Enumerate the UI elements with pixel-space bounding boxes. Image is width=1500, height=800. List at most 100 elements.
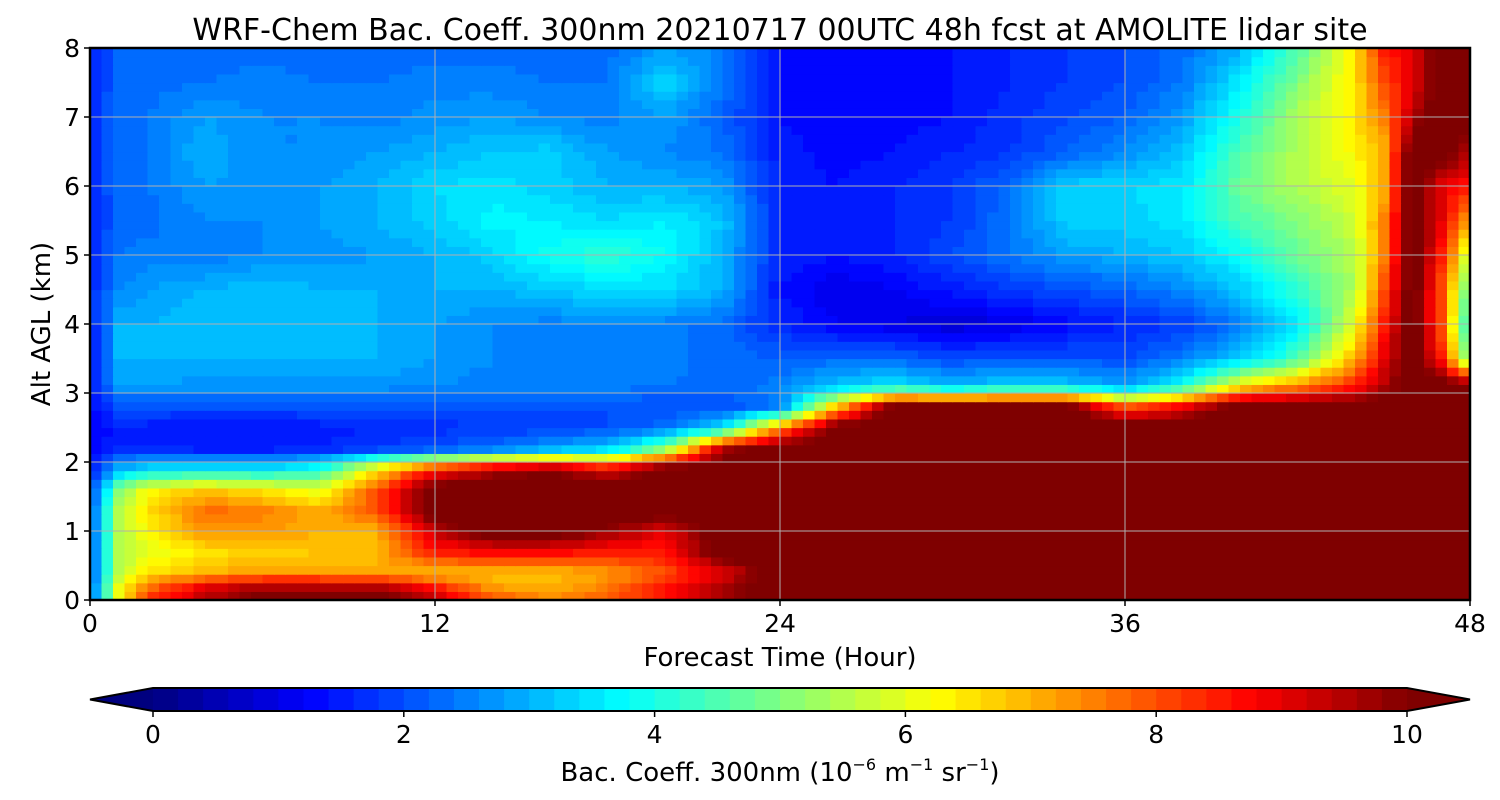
heatmap-cell: [343, 487, 356, 498]
heatmap-cell: [1125, 306, 1138, 316]
heatmap-cell: [366, 375, 379, 385]
heatmap-cell: [435, 462, 448, 472]
heatmap-cell: [285, 401, 298, 411]
heatmap-cell: [642, 315, 655, 325]
heatmap-cell: [1251, 289, 1264, 299]
heatmap-cell: [607, 410, 620, 420]
heatmap-cell: [343, 263, 356, 273]
heatmap-cell: [297, 531, 310, 541]
heatmap-cell: [952, 427, 965, 437]
heatmap-cell: [665, 591, 678, 600]
heatmap-cell: [331, 341, 344, 351]
heatmap-cell: [1424, 255, 1437, 265]
heatmap-cell: [872, 384, 885, 394]
heatmap-cell: [274, 470, 287, 480]
heatmap-cell: [1033, 436, 1046, 446]
heatmap-cell: [400, 410, 413, 420]
heatmap-cell: [607, 565, 620, 575]
heatmap-cell: [1205, 349, 1218, 360]
heatmap-cell: [860, 548, 873, 558]
heatmap-cell: [1355, 263, 1368, 273]
heatmap-cell: [205, 539, 218, 549]
heatmap-cell: [596, 470, 609, 480]
heatmap-cell: [550, 522, 563, 532]
heatmap-cell: [872, 246, 885, 256]
heatmap-cell: [791, 255, 804, 265]
heatmap-cell: [205, 453, 218, 463]
heatmap-cell: [1297, 427, 1310, 437]
heatmap-cell: [722, 436, 735, 446]
heatmap-cell: [1159, 574, 1172, 584]
heatmap-cell: [1251, 548, 1264, 558]
heatmap-cell: [1182, 401, 1195, 411]
heatmap-cell: [665, 315, 678, 325]
heatmap-cell: [734, 332, 747, 342]
heatmap-cell: [952, 375, 965, 385]
heatmap-cell: [872, 324, 885, 334]
heatmap-cell: [1010, 496, 1023, 506]
heatmap-cell: [1389, 341, 1402, 351]
heatmap-cell: [1343, 453, 1356, 463]
heatmap-cell: [688, 487, 701, 498]
heatmap-cell: [159, 591, 172, 600]
heatmap-cell: [929, 418, 942, 429]
heatmap-cell: [998, 255, 1011, 265]
heatmap-cell: [642, 556, 655, 567]
heatmap-cell: [722, 418, 735, 429]
heatmap-cell: [446, 479, 459, 489]
heatmap-cell: [1010, 522, 1023, 532]
heatmap-cell: [814, 548, 827, 558]
heatmap-cell: [584, 418, 597, 429]
heatmap-cell: [308, 453, 321, 463]
heatmap-cell: [193, 255, 206, 265]
heatmap-cell: [780, 505, 793, 515]
heatmap-cell: [803, 470, 816, 480]
heatmap-cell: [619, 574, 632, 584]
heatmap-cell: [699, 418, 712, 429]
heatmap-cell: [1458, 513, 1470, 523]
heatmap-cell: [446, 237, 459, 247]
heatmap-cell: [745, 272, 758, 282]
heatmap-cell: [826, 263, 839, 273]
heatmap-cell: [538, 289, 551, 299]
heatmap-cell: [987, 453, 1000, 463]
heatmap-cell: [458, 565, 471, 575]
heatmap-cell: [872, 418, 885, 429]
heatmap-cell: [481, 462, 494, 472]
heatmap-cell: [1182, 263, 1195, 273]
heatmap-cell: [446, 332, 459, 342]
heatmap-cell: [1435, 272, 1448, 282]
heatmap-cell: [952, 539, 965, 549]
heatmap-cell: [251, 280, 264, 291]
heatmap-cell: [837, 479, 850, 489]
heatmap-cell: [400, 332, 413, 342]
heatmap-cell: [1113, 418, 1126, 429]
heatmap-cell: [1205, 539, 1218, 549]
heatmap-cell: [481, 246, 494, 256]
heatmap-cell: [998, 315, 1011, 325]
heatmap-cell: [883, 349, 896, 360]
heatmap-cell: [665, 298, 678, 308]
heatmap-cell: [1090, 375, 1103, 385]
heatmap-cell: [1309, 479, 1322, 489]
heatmap-cell: [1113, 272, 1126, 282]
heatmap-cell: [228, 358, 241, 368]
heatmap-cell: [1320, 522, 1333, 532]
heatmap-cell: [1148, 367, 1161, 377]
heatmap-cell: [308, 298, 321, 308]
heatmap-cell: [423, 246, 436, 256]
heatmap-cell: [837, 427, 850, 437]
heatmap-cell: [952, 280, 965, 291]
heatmap-cell: [377, 280, 390, 291]
heatmap-cell: [619, 582, 632, 592]
heatmap-cell: [745, 255, 758, 265]
heatmap-cell: [354, 332, 367, 342]
heatmap-cell: [573, 539, 586, 549]
heatmap-cell: [1378, 315, 1391, 325]
heatmap-cell: [711, 324, 724, 334]
heatmap-cell: [331, 453, 344, 463]
heatmap-cell: [331, 289, 344, 299]
heatmap-cell: [320, 470, 333, 480]
heatmap-cell: [1136, 324, 1149, 334]
heatmap-cell: [619, 470, 632, 480]
